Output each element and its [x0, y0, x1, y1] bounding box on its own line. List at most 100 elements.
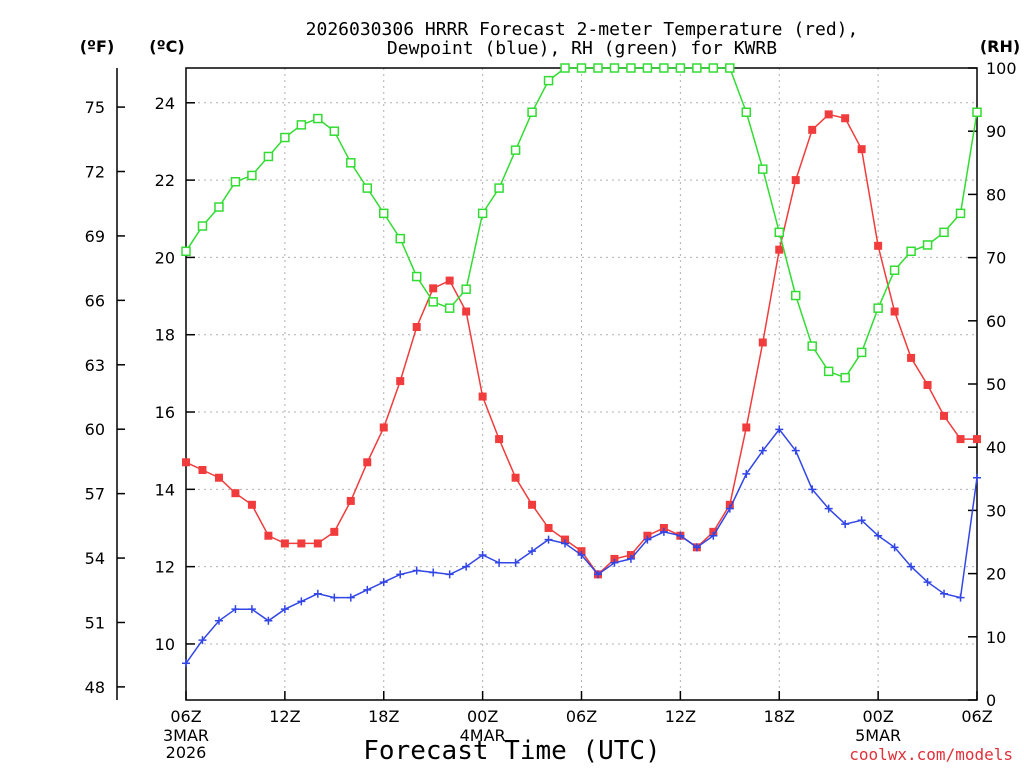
temperature-point: [396, 377, 405, 386]
dewpoint-point: [264, 616, 273, 625]
dewpoint-point: [511, 558, 520, 567]
dewpoint-point: [874, 531, 883, 540]
dewpoint-point: [808, 485, 817, 494]
time-tick-label: 06Z: [566, 707, 597, 726]
time-date-label: 5MAR: [855, 726, 901, 745]
dewpoint-point: [462, 562, 471, 571]
dewpoint-point: [214, 616, 223, 625]
rh-point: [477, 208, 488, 219]
rh-point: [280, 132, 290, 143]
temperature-point: [379, 423, 388, 432]
rh-point: [444, 303, 455, 313]
rh-point: [230, 177, 241, 187]
dewpoint-point: [907, 562, 916, 571]
temperature-point: [478, 392, 487, 401]
gridlines: [186, 68, 977, 700]
rh-tick-label: 60: [986, 312, 1006, 331]
celsius-tick-label: 10: [155, 635, 175, 654]
dewpoint-point: [857, 516, 866, 525]
temperature-point: [791, 176, 800, 185]
temperature-point: [429, 284, 438, 293]
dewpoint-point: [709, 531, 718, 540]
celsius-tick-label: 14: [155, 480, 175, 499]
rh-point: [313, 113, 323, 124]
rh-point: [527, 107, 537, 117]
temperature-point: [758, 338, 767, 347]
rh-point: [906, 246, 916, 257]
celsius-unit-label: (ºC): [149, 37, 184, 56]
rh-point: [856, 347, 867, 358]
temperature-point: [874, 241, 883, 250]
dewpoint-point: [973, 473, 981, 482]
rh-point: [675, 63, 686, 73]
dewpoint-point: [280, 605, 289, 614]
dewpoint-point: [231, 605, 240, 614]
rh-tick-label: 90: [986, 122, 1006, 141]
dewpoint-point: [544, 535, 553, 544]
celsius-tick-label: 18: [155, 326, 175, 345]
temperature-point: [857, 145, 866, 154]
time-tick-label: 12Z: [269, 707, 300, 726]
temperature-point: [445, 276, 454, 285]
credit-text: coolwx.com/models: [849, 745, 1013, 764]
celsius-tick-label: 24: [155, 94, 175, 113]
rh-point: [889, 265, 900, 275]
dewpoint-point: [742, 469, 751, 478]
time-tick-label: 00Z: [862, 707, 893, 726]
temperature-point: [214, 473, 223, 482]
rh-point: [642, 63, 653, 73]
fahrenheit-tick-label: 51: [85, 613, 105, 632]
celsius-axis-ticks: 10 12 14 16 18 20 22 24: [155, 94, 195, 654]
temperature-point: [231, 489, 240, 498]
rh-point: [939, 227, 949, 238]
temperature-point: [940, 411, 949, 420]
title-line-1: 2026030306 HRRR Forecast 2-meter Tempera…: [306, 19, 859, 40]
time-tick-label: 06Z: [961, 707, 992, 726]
fahrenheit-tick-label: 54: [85, 549, 105, 568]
rh-tick-label: 70: [986, 249, 1006, 268]
temperature-point: [923, 380, 932, 389]
temperature-point: [890, 307, 899, 316]
dewpoint-point: [495, 558, 504, 567]
rh-point: [510, 145, 521, 155]
rh-point: [197, 221, 208, 231]
dewpoint-point: [478, 551, 487, 560]
time-tick-label: 18Z: [764, 707, 795, 726]
time-tick-label: 12Z: [665, 707, 696, 726]
dewpoint-point: [313, 589, 322, 598]
x-axis-title: Forecast Time (UTC): [363, 736, 660, 766]
fahrenheit-tick-label: 48: [85, 678, 105, 697]
dewpoint-point: [528, 547, 537, 556]
dewpoint-point: [824, 504, 833, 513]
rh-point: [774, 227, 784, 238]
temperature-point: [956, 435, 965, 444]
dewpoint-point: [593, 570, 602, 579]
rh-point: [790, 290, 801, 301]
dewpoint-point: [429, 568, 438, 577]
dewpoint-point: [330, 593, 339, 602]
rh-point: [379, 208, 389, 219]
rh-point: [263, 151, 274, 162]
dewpoint-point: [758, 446, 767, 455]
temperature-point: [528, 500, 537, 509]
rh-point: [362, 183, 373, 193]
rh-point: [659, 63, 669, 73]
dewpoint-point: [182, 659, 190, 668]
dewpoint-point: [297, 597, 306, 606]
dewpoint-point: [577, 551, 586, 560]
temperature-point: [544, 523, 553, 532]
temperature-point: [808, 125, 817, 134]
fahrenheit-unit-label: (ºF): [80, 37, 115, 56]
time-tick-label: 18Z: [368, 707, 399, 726]
rh-tick-label: 20: [986, 565, 1006, 584]
temperature-point: [495, 435, 504, 444]
rh-point: [576, 63, 587, 73]
temperature-point: [841, 114, 850, 123]
fahrenheit-axis-ticks: 48 51 54 57 60 63 66 69 72 75: [85, 98, 125, 697]
rh-axis-ticks: 0 10 20 30 40 50 60 70 80 90 100: [968, 59, 1017, 710]
rh-tick-label: 80: [986, 185, 1006, 204]
temperature-point: [330, 527, 339, 536]
rh-point: [807, 341, 817, 351]
rh-point: [329, 126, 340, 136]
